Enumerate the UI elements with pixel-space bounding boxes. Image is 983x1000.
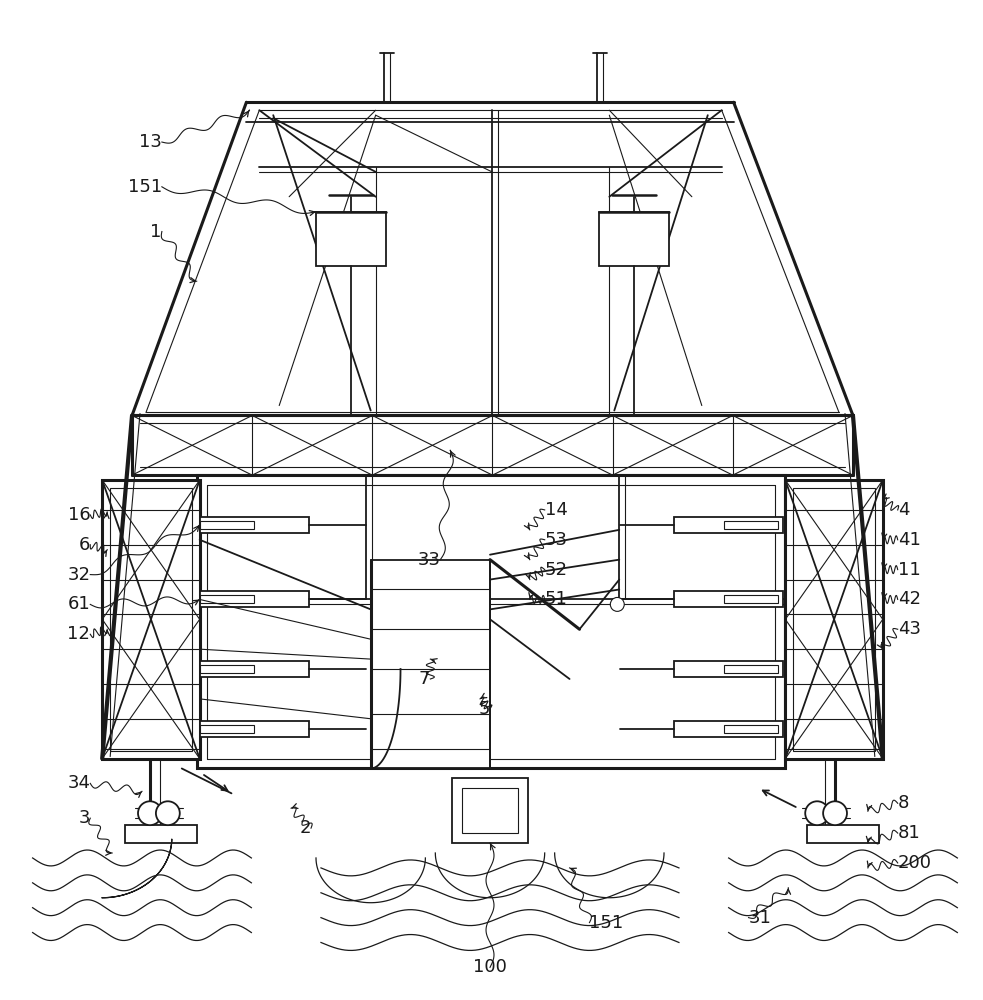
Bar xyxy=(462,788,518,833)
Text: 7: 7 xyxy=(419,670,431,688)
Text: 2: 2 xyxy=(300,819,311,837)
Bar xyxy=(316,212,385,266)
Bar xyxy=(110,488,192,751)
Text: 42: 42 xyxy=(897,590,921,608)
Bar xyxy=(674,721,783,737)
Text: 14: 14 xyxy=(545,501,567,519)
Text: 151: 151 xyxy=(128,178,162,196)
Circle shape xyxy=(138,801,162,825)
Bar xyxy=(197,475,785,768)
Text: 200: 200 xyxy=(897,854,932,872)
Bar xyxy=(200,661,309,677)
Circle shape xyxy=(610,597,624,611)
Bar xyxy=(723,725,779,733)
Bar xyxy=(200,591,309,607)
Circle shape xyxy=(823,801,847,825)
Bar xyxy=(723,595,779,603)
Bar xyxy=(125,825,197,843)
Circle shape xyxy=(156,801,180,825)
Circle shape xyxy=(805,801,829,825)
Text: 43: 43 xyxy=(897,620,921,638)
Text: 5: 5 xyxy=(479,700,490,718)
Text: 6: 6 xyxy=(79,536,90,554)
Text: 51: 51 xyxy=(545,590,567,608)
Bar xyxy=(102,480,200,759)
Text: 61: 61 xyxy=(68,595,90,613)
Bar xyxy=(785,480,883,759)
Text: 3: 3 xyxy=(79,809,90,827)
Text: 12: 12 xyxy=(68,625,90,643)
Bar xyxy=(200,517,309,533)
Bar xyxy=(793,488,875,751)
Text: 34: 34 xyxy=(67,774,90,792)
Text: 41: 41 xyxy=(897,531,920,549)
Bar xyxy=(371,560,490,768)
Bar xyxy=(200,665,255,673)
Bar xyxy=(200,595,255,603)
Bar xyxy=(723,665,779,673)
Bar xyxy=(452,778,528,843)
Text: 52: 52 xyxy=(545,561,568,579)
Text: 16: 16 xyxy=(68,506,90,524)
Bar xyxy=(723,521,779,529)
Bar xyxy=(200,721,309,737)
Text: 100: 100 xyxy=(473,958,507,976)
Text: 32: 32 xyxy=(67,566,90,584)
Text: 11: 11 xyxy=(897,561,920,579)
Text: 8: 8 xyxy=(897,794,909,812)
Text: 31: 31 xyxy=(748,909,772,927)
Text: 53: 53 xyxy=(545,531,568,549)
Bar xyxy=(600,212,669,266)
Text: 33: 33 xyxy=(418,551,440,569)
Text: 13: 13 xyxy=(139,133,162,151)
Text: 4: 4 xyxy=(897,501,909,519)
Bar xyxy=(674,661,783,677)
Bar xyxy=(807,825,879,843)
Bar xyxy=(674,517,783,533)
Text: 1: 1 xyxy=(150,223,162,241)
Text: 151: 151 xyxy=(590,914,623,932)
Bar xyxy=(200,521,255,529)
Bar xyxy=(674,591,783,607)
Bar xyxy=(200,725,255,733)
Text: 81: 81 xyxy=(897,824,920,842)
